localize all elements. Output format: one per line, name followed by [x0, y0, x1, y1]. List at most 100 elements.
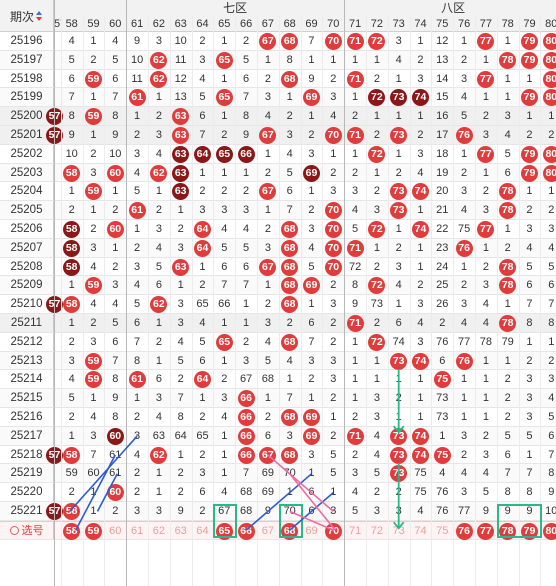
omission-value-cell: 4	[221, 223, 228, 235]
selectable-number-cell[interactable]: 63	[174, 524, 187, 537]
omission-value-cell: 3	[526, 223, 533, 235]
omission-value-cell: 7	[548, 298, 555, 311]
omission-value-cell: 6	[199, 486, 206, 499]
column-header-60: 60	[109, 18, 122, 30]
table-row[interactable]: 25214 4 59 8 61 6 2 64 2 67 68 1 2 3 1 1 1 1 75 1 1 2 3 3	[0, 370, 556, 390]
omission-value-cell: 3	[548, 223, 555, 235]
omission-value-cell: 59	[65, 467, 78, 480]
omission-value-cell: 1	[548, 185, 555, 198]
period-cell: 25198	[0, 69, 54, 88]
selected-number-ball[interactable]: 66	[237, 522, 255, 540]
selectable-number-cell[interactable]: 62	[152, 524, 166, 537]
drawn-number-ball: 72	[368, 333, 386, 351]
table-row[interactable]: 25203 58 3 60 4 62 63 1 1 1 2 5 69 2 2 1 2 4 19 2 1 6 79 80	[0, 163, 556, 183]
omission-value-cell: 9	[308, 72, 315, 85]
table-row[interactable]: 25208 58 4 2 3 5 63 1 6 6 67 68 5 70 72 2 3 1 24 1 2 78 5 5	[0, 257, 556, 277]
omission-value-cell: 1	[90, 129, 97, 141]
omission-value-cell: 1	[504, 72, 511, 85]
omission-value-cell: 2	[199, 185, 206, 198]
omission-value-cell: 1	[177, 204, 184, 217]
table-row[interactable]: 25204 1 59 1 5 1 63 2 2 2 67 6 1 3 3 2 73 74 20 3 2 78 1 1	[0, 182, 556, 202]
table-row[interactable]: 25202 10 2 10 3 4 63 64 65 66 1 4 3 1 1 72 1 3 18 1 77 5 79 80	[0, 144, 556, 164]
selected-number-ball[interactable]: 59	[85, 522, 102, 540]
drawn-number-ball: 73	[390, 427, 408, 445]
omission-value-cell: 4	[461, 467, 468, 480]
table-row[interactable]: 25212 2 3 6 7 2 4 5 65 2 4 68 7 2 1 72 74 3 76 77 78 79 1 1	[0, 332, 556, 352]
drawn-number-ball: 79	[521, 51, 538, 69]
omission-value-cell: 1	[504, 91, 511, 104]
omission-value-cell: 1	[417, 35, 424, 47]
selected-number-ball[interactable]: 80	[542, 522, 556, 540]
omission-value-cell: 3	[221, 204, 228, 217]
omission-value-cell: 1	[112, 241, 119, 254]
table-row[interactable]: 25198 6 59 6 11 62 12 4 1 6 2 68 9 2 71 2 1 3 14 3 77 1 1 80	[0, 69, 556, 89]
omission-value-cell: 1	[68, 279, 75, 292]
table-row[interactable]: 25211 1 2 5 6 1 3 4 1 1 3 2 6 2 71 2 6 4 2 4 4 78 8 8	[0, 314, 556, 333]
selected-number-ball[interactable]: 76	[455, 522, 473, 540]
table-row[interactable]: 25213 3 59 7 8 1 5 6 1 3 5 4 3 3 1 1 73 74 6 76 1 1 2 2	[0, 351, 556, 371]
omission-value-cell: 1	[482, 166, 489, 179]
selectable-number-cell[interactable]: 61	[130, 524, 144, 537]
selectable-number-cell[interactable]: 64	[196, 524, 209, 537]
omission-value-cell: 2	[395, 166, 402, 179]
drawn-number-ball: 64	[194, 239, 211, 257]
table-row[interactable]: 25196 4 1 4 9 3 10 2 1 2 67 68 7 70 71 72 3 1 12 1 77 1 79 80	[0, 32, 556, 51]
selectable-number-cell[interactable]: 71	[348, 524, 362, 537]
omission-value-cell: 21	[436, 204, 449, 217]
drawn-number-ball: 69	[303, 409, 320, 426]
selectable-number-cell[interactable]: 72	[370, 524, 384, 537]
drawn-number-ball: 59	[85, 371, 102, 389]
omission-value-cell: 1	[221, 467, 228, 480]
table-row[interactable]: 25209 1 59 3 4 6 1 2 7 7 1 68 69 2 8 72 4 2 25 2 3 78 6 6	[0, 276, 556, 296]
selectable-number-cell[interactable]: 69	[305, 524, 318, 537]
selectable-number-cell[interactable]: 74	[414, 524, 427, 537]
selectable-number-cell[interactable]: 67	[261, 524, 275, 537]
column-header-73: 73	[392, 18, 405, 30]
omission-value-cell: 2	[373, 317, 380, 329]
omission-value-cell: 5	[199, 335, 206, 348]
omission-value-cell: 13	[436, 53, 449, 66]
table-row[interactable]: 25206 58 2 60 1 3 2 64 4 4 2 68 3 70 5 72 1 74 22 75 77 1 3 3	[0, 220, 556, 239]
omission-value-cell: 4	[373, 448, 380, 461]
select-circle-icon[interactable]	[9, 526, 19, 536]
table-row[interactable]: 25207 58 3 1 2 4 3 64 5 5 3 68 4 70 71 1 2 1 23 76 1 2 4 4	[0, 238, 556, 258]
selected-number-ball[interactable]: 77	[477, 522, 495, 540]
omission-value-cell: 22	[436, 223, 449, 235]
sort-icon[interactable]	[36, 10, 43, 22]
column-header-57: 57	[54, 18, 62, 30]
drawn-number-ball: 58	[63, 258, 81, 276]
selectable-number-cell[interactable]: 60	[109, 524, 122, 537]
omission-value-cell: 2	[199, 505, 206, 517]
omission-value-cell: 1	[504, 354, 511, 367]
drawn-number-ball: 78	[499, 183, 517, 201]
selected-number-ball[interactable]: 78	[499, 522, 517, 540]
drawn-number-ball: 68	[281, 239, 299, 257]
table-row[interactable]: 25205 2 1 2 61 2 1 3 3 3 1 7 2 70 4 3 73 1 21 4 3 78 2 2	[0, 201, 556, 220]
omission-value-cell: 8	[68, 110, 75, 123]
selected-number-ball[interactable]: 79	[521, 522, 538, 540]
column-header-68: 68	[283, 18, 296, 30]
table-row[interactable]: 25197 5 2 5 10 62 11 3 65 5 1 8 1 1 1 1 4 2 13 2 1 78 79 80	[0, 50, 556, 70]
selectable-number-cell[interactable]: 75	[436, 524, 449, 537]
table-row[interactable]: 25215 5 1 9 1 3 7 1 3 66 1 7 1 2 1 3 2 1 73 1 1 2 3 4	[0, 389, 556, 408]
select-label-cell[interactable]: 选号	[0, 521, 54, 539]
drawn-number-ball: 70	[324, 239, 342, 257]
selected-number-ball[interactable]: 65	[215, 522, 233, 540]
omission-value-cell: 67	[218, 505, 231, 517]
omission-value-cell: 7	[221, 279, 228, 292]
omission-value-cell: 6	[199, 110, 206, 123]
selected-number-ball[interactable]: 58	[63, 522, 81, 540]
table-row[interactable]: 2521057584456236566126813973132634177	[0, 295, 556, 314]
selected-number-ball[interactable]: 70	[324, 522, 342, 540]
select-label: 选号	[21, 524, 44, 537]
drawn-number-ball: 74	[412, 446, 429, 464]
period-column-header[interactable]: 期次	[0, 0, 54, 32]
omission-value-cell: 4	[199, 72, 206, 85]
selectable-number-cell[interactable]: 73	[392, 524, 405, 537]
table-row[interactable]: 2520157919236372967327071273217763422	[0, 126, 556, 145]
omission-value-cell: 2	[417, 53, 424, 66]
table-row[interactable]: 25199 7 1 7 61 1 13 5 65 7 3 1 69 3 1 72 73 74 15 4 1 1 79 80	[0, 88, 556, 108]
omission-value-cell: 1	[461, 392, 468, 405]
table-row[interactable]: 25216 2 4 8 2 4 8 2 4 66 2 68 69 1 2 3 1 1 73 1 1 2 3 5	[0, 408, 556, 427]
